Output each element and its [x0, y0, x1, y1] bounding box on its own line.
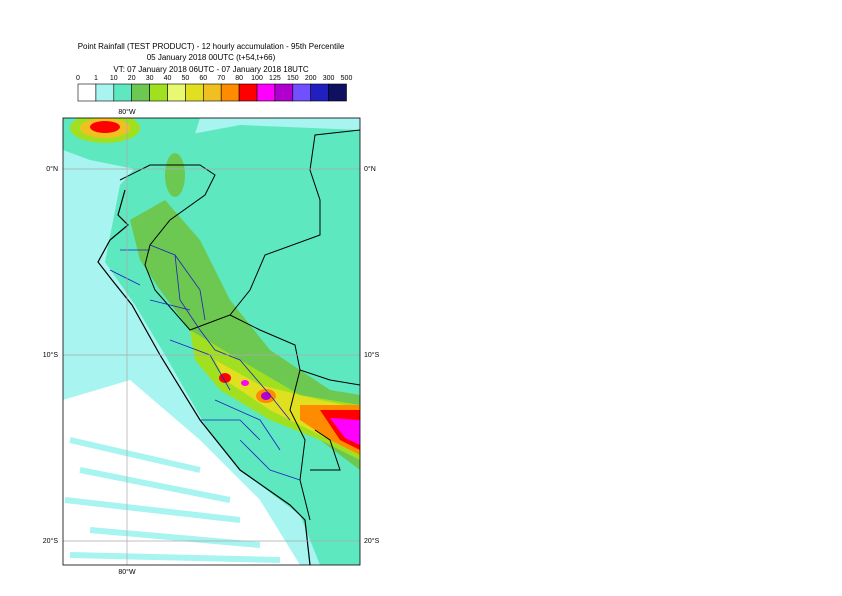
legend-label: 20	[128, 75, 136, 82]
legend-label: 200	[305, 75, 317, 82]
subtitle: VT: 07 January 2018 06UTC - 07 January 2…	[113, 65, 308, 74]
lat-label: 20°S	[43, 537, 59, 545]
legend-swatch	[167, 83, 186, 102]
lon-label: 80°W	[118, 108, 136, 116]
legend: 0 1 10 20 30 40 50 60 70 80 100 125 150 200 300 500	[76, 75, 353, 102]
legend-label: 70	[217, 75, 225, 82]
lat-label: 20°S	[364, 537, 380, 545]
legend-swatch	[274, 83, 294, 102]
legend-label: 0	[76, 75, 80, 82]
legend-label: 125	[269, 75, 281, 82]
legend-label: 80	[235, 75, 243, 82]
legend-swatch	[328, 83, 347, 102]
legend-swatch	[310, 83, 329, 102]
legend-swatch	[131, 83, 150, 102]
legend-swatch	[256, 83, 276, 102]
legend-swatch	[292, 83, 311, 102]
lat-label: 0°N	[364, 165, 376, 173]
legend-label: 1	[94, 75, 98, 82]
legend-label: 40	[164, 75, 172, 82]
lon-label: 80°W	[118, 568, 136, 576]
legend-label: 500	[341, 75, 353, 82]
lat-label: 10°S	[43, 351, 59, 359]
legend-label: 50	[182, 75, 190, 82]
legend-swatch	[113, 83, 133, 102]
legend-swatch	[185, 83, 204, 102]
legend-swatch	[220, 83, 240, 102]
map	[63, 118, 360, 565]
legend-label: 100	[251, 75, 263, 82]
lat-label: 0°N	[46, 165, 58, 173]
legend-swatch	[238, 83, 258, 102]
legend-label: 60	[199, 75, 207, 82]
legend-swatch	[77, 83, 97, 102]
legend-swatch	[149, 83, 168, 102]
legend-swatch	[95, 83, 115, 102]
legend-label: 300	[323, 75, 335, 82]
title: Point Rainfall (TEST PRODUCT) - 12 hourl…	[78, 42, 345, 51]
legend-label: 30	[146, 75, 154, 82]
legend-label: 150	[287, 75, 299, 82]
legend-label: 10	[110, 75, 118, 82]
legend-swatch	[203, 83, 222, 102]
map-frame	[62, 117, 361, 566]
subtitle: 05 January 2018 00UTC (t+54,t+66)	[147, 53, 276, 62]
lat-label: 10°S	[364, 351, 380, 359]
